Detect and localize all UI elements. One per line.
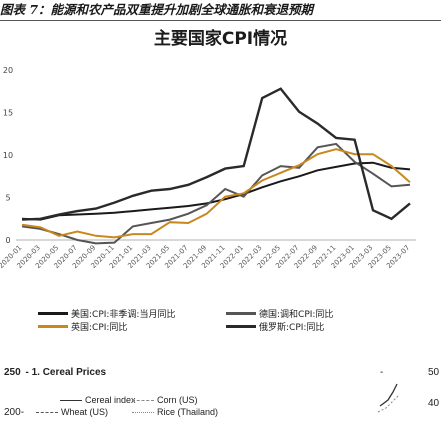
cereal-title-text: 1. Cereal Prices: [31, 367, 107, 378]
legend-item-us: 美国:CPI:非季调:当月同比: [38, 307, 175, 320]
series-line-3: [21, 87, 411, 221]
legend-label-us: 美国:CPI:非季调:当月同比: [71, 310, 176, 320]
cereal-tick-200-row: 200-: [4, 407, 25, 418]
cereal-tick-200: 200: [4, 407, 21, 418]
cereal-label-wheat: Wheat (US): [61, 407, 109, 417]
y-tick-label: 0: [5, 236, 10, 245]
figure-caption: 图表 7：能源和农产品双重提升加剧全球通胀和衰退预期: [0, 2, 314, 17]
cereal-right-tick-50: 50: [428, 367, 440, 378]
caption-divider: [0, 20, 441, 21]
cereal-legend-wheat: Wheat (US): [36, 407, 108, 417]
cpi-line-chart: 051015202020-012020-032020-052020-072020…: [0, 66, 416, 270]
cereal-swatch-index: [60, 399, 82, 401]
cereal-legend-corn: Corn (US): [132, 395, 198, 405]
cereal-chart-title: 250 - 1. Cereal Prices: [4, 367, 107, 378]
cereal-label-rice: Rice (Thailand): [157, 407, 219, 417]
legend-label-russia: 俄罗斯:CPI:同比: [259, 323, 325, 333]
legend-swatch-russia: [226, 325, 256, 328]
legend-label-uk: 英国:CPI:同比: [71, 323, 128, 333]
cereal-swatch-corn: [132, 399, 154, 401]
chart-title: 主要国家CPI情况: [153, 29, 288, 49]
cereal-swatch-rice: [132, 411, 154, 413]
legend-label-germany: 德国:调和CPI:同比: [259, 310, 334, 320]
cereal-right-tick-40: 40: [428, 398, 440, 409]
cereal-tick-250: 250: [4, 367, 21, 378]
cereal-label-index: Cereal index: [85, 395, 136, 405]
cereal-dash-mark: -: [380, 367, 384, 378]
series-line-2: [21, 148, 411, 239]
y-tick-label: 5: [5, 194, 10, 203]
cereal-line-fragment-1: [379, 383, 398, 407]
y-tick-label: 20: [3, 66, 13, 75]
cereal-legend-cereal-index: Cereal index: [60, 395, 136, 405]
cereal-legend-rice: Rice (Thailand): [132, 407, 218, 417]
y-tick-label: 15: [3, 109, 13, 118]
legend-swatch-us: [38, 312, 68, 315]
legend-swatch-germany: [226, 312, 256, 315]
cereal-label-corn: Corn (US): [157, 395, 198, 405]
legend-swatch-uk: [38, 325, 68, 328]
y-tick-label: 10: [3, 151, 13, 160]
legend-item-russia: 俄罗斯:CPI:同比: [226, 320, 324, 333]
legend-item-uk: 英国:CPI:同比: [38, 320, 127, 333]
series-line-1: [21, 142, 411, 245]
series-line-0: [21, 161, 411, 221]
cereal-swatch-wheat: [36, 411, 58, 413]
cereal-line-fragment-2: [377, 395, 399, 413]
legend-item-germany: 德国:调和CPI:同比: [226, 307, 333, 320]
